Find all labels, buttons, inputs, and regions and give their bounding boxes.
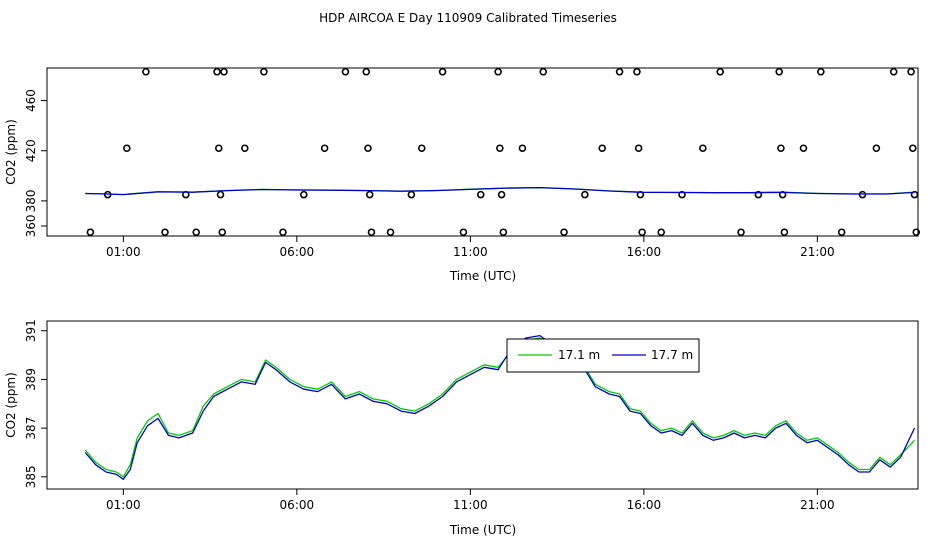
top-x-axis-label: Time (UTC) (449, 269, 516, 283)
bottom-plot-frame (46, 320, 919, 490)
top-panel: 01:00 06:00 11:00 16:00 21:00 360 380 420 460 T… (4, 67, 921, 283)
top-point-marker (407, 190, 416, 199)
top-point-marker (518, 144, 527, 153)
bottom-series-line-1 (84, 334, 916, 480)
top-y-axis-label: CO2 (ppm) (4, 119, 18, 185)
top-x-tick-label: 21:00 (800, 245, 835, 259)
top-y-tick-label: 360 (24, 215, 38, 238)
top-point-marker (240, 144, 249, 153)
bottom-y-tick-label: 391 (24, 319, 38, 342)
top-point-marker (214, 144, 223, 153)
bottom-x-axis: 01:00 06:00 11:00 16:00 21:00 (106, 489, 835, 512)
top-point-marker (497, 190, 506, 199)
top-series-lines (85, 186, 915, 196)
top-point-marker (260, 67, 268, 76)
top-point-marker (386, 228, 395, 237)
bottom-y-axis-label: CO2 (ppm) (4, 372, 18, 438)
top-series-line-1 (85, 186, 915, 196)
top-x-axis: 01:00 06:00 11:00 16:00 21:00 (106, 236, 835, 259)
top-point-marker (476, 190, 485, 199)
top-point-markers (86, 67, 921, 237)
top-point-marker (716, 67, 725, 76)
top-point-marker (638, 228, 646, 237)
top-point-marker (220, 67, 228, 76)
top-point-marker (417, 144, 426, 153)
top-x-tick-label: 16:00 (627, 245, 662, 259)
top-point-marker (560, 228, 568, 237)
bottom-y-tick-label: 385 (24, 465, 38, 488)
top-plot-frame (46, 67, 919, 237)
top-point-marker (817, 67, 825, 76)
top-point-marker (192, 228, 201, 237)
top-point-marker (539, 67, 548, 76)
top-point-marker (799, 144, 808, 153)
top-point-marker (907, 67, 915, 76)
top-point-marker (737, 228, 745, 237)
top-point-marker (496, 144, 504, 153)
figure-title: HDP AIRCOA E Day 110909 Calibrated Times… (319, 11, 617, 25)
top-point-marker (780, 228, 789, 237)
top-y-tick-label: 380 (24, 189, 38, 212)
top-point-marker (633, 67, 641, 76)
top-point-marker (279, 228, 287, 237)
top-point-marker (581, 190, 589, 199)
top-x-tick-label: 11:00 (453, 245, 488, 259)
top-point-marker (837, 228, 846, 237)
top-point-marker (86, 228, 95, 237)
bottom-series-lines (84, 334, 916, 480)
bottom-y-axis: 385 387 389 391 (24, 319, 47, 488)
top-y-axis: 360 380 420 460 (24, 89, 47, 237)
top-y-tick-label: 460 (24, 89, 38, 112)
top-point-marker (908, 144, 917, 153)
top-point-marker (657, 228, 666, 237)
bottom-x-tick-label: 21:00 (800, 498, 835, 512)
legend-label-17-1m: 17.1 m (558, 348, 600, 362)
bottom-x-tick-label: 06:00 (280, 498, 315, 512)
top-point-marker (499, 228, 508, 237)
top-point-marker (775, 67, 783, 76)
top-y-tick-label: 420 (24, 139, 38, 162)
legend: 17.1 m 17.7 m (506, 338, 700, 373)
bottom-series-line-0 (84, 337, 915, 478)
legend-label-17-7m: 17.7 m (651, 348, 693, 362)
bottom-x-tick-label: 16:00 (627, 498, 662, 512)
top-point-marker (438, 67, 447, 76)
top-point-marker (213, 67, 221, 76)
top-point-marker (912, 228, 921, 237)
bottom-y-tick-label: 387 (24, 417, 38, 440)
top-point-marker (367, 228, 376, 237)
top-point-marker (889, 67, 898, 76)
bottom-panel: 01:00 06:00 11:00 16:00 21:00 385 387 389 391 T… (4, 319, 919, 537)
top-point-marker (910, 190, 919, 199)
bottom-x-tick-label: 11:00 (453, 498, 488, 512)
top-x-tick-label: 01:00 (106, 245, 141, 259)
top-point-marker (320, 144, 329, 153)
top-x-tick-label: 06:00 (280, 245, 315, 259)
top-point-marker (459, 228, 468, 237)
bottom-y-tick-label: 389 (24, 368, 38, 391)
top-point-marker (362, 67, 371, 76)
top-point-marker (615, 67, 624, 76)
top-point-marker (299, 190, 308, 199)
bottom-x-tick-label: 01:00 (106, 498, 141, 512)
top-point-marker (341, 67, 350, 76)
top-point-marker (161, 228, 169, 237)
bottom-x-axis-label: Time (UTC) (449, 523, 516, 537)
top-point-marker (598, 144, 607, 153)
top-point-marker (494, 67, 502, 76)
top-point-marker (123, 144, 131, 153)
top-point-marker (634, 144, 643, 153)
top-point-marker (777, 144, 785, 153)
top-point-marker (365, 190, 374, 199)
top-point-marker (754, 190, 763, 199)
top-point-marker (699, 144, 707, 153)
top-point-marker (364, 144, 372, 153)
top-point-marker (678, 190, 686, 199)
top-point-marker (142, 67, 150, 76)
top-point-marker (218, 228, 227, 237)
top-point-marker (216, 190, 225, 199)
top-point-marker (872, 144, 881, 153)
